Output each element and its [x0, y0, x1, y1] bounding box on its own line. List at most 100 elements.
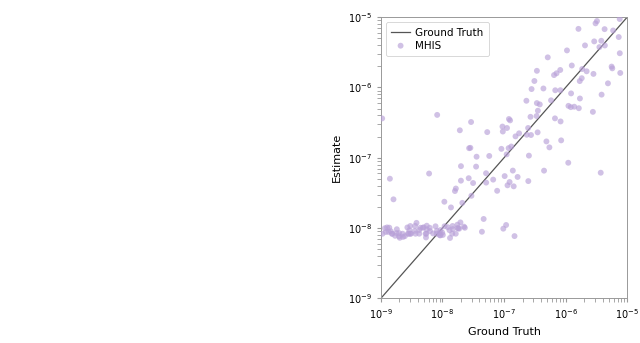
MHIS — [563, 160, 573, 165]
MHIS — [455, 220, 465, 225]
MHIS — [532, 130, 543, 135]
MHIS — [614, 16, 625, 22]
MHIS — [523, 125, 533, 131]
MHIS — [496, 146, 506, 152]
MHIS — [435, 233, 445, 238]
MHIS — [603, 81, 613, 86]
MHIS — [397, 231, 408, 236]
MHIS — [456, 163, 466, 169]
MHIS — [432, 112, 442, 118]
MHIS — [481, 170, 491, 176]
MHIS — [422, 227, 432, 232]
MHIS — [456, 178, 466, 184]
MHIS — [406, 231, 416, 236]
MHIS — [607, 64, 617, 69]
MHIS — [525, 114, 536, 120]
MHIS — [534, 102, 545, 107]
MHIS — [544, 145, 554, 150]
MHIS — [577, 75, 587, 81]
MHIS — [610, 0, 620, 3]
MHIS — [384, 225, 394, 230]
MHIS — [453, 226, 463, 231]
MHIS — [457, 200, 467, 205]
Ground Truth — [443, 222, 451, 226]
MHIS — [532, 108, 543, 114]
MHIS — [502, 125, 512, 131]
MHIS — [556, 119, 566, 124]
MHIS — [552, 71, 562, 76]
MHIS — [424, 171, 434, 176]
MHIS — [580, 43, 590, 48]
MHIS — [447, 226, 458, 232]
MHIS — [419, 225, 429, 230]
MHIS — [387, 231, 397, 236]
MHIS — [452, 225, 463, 231]
MHIS — [467, 193, 477, 199]
MHIS — [575, 96, 585, 101]
MHIS — [577, 66, 588, 72]
MHIS — [526, 132, 536, 138]
MHIS — [451, 231, 461, 236]
MHIS — [549, 72, 559, 78]
MHIS — [508, 168, 518, 173]
MHIS — [394, 230, 404, 236]
MHIS — [404, 231, 414, 236]
MHIS — [556, 87, 566, 93]
MHIS — [463, 176, 474, 181]
MHIS — [415, 225, 426, 230]
MHIS — [502, 152, 512, 157]
MHIS — [465, 145, 476, 151]
MHIS — [440, 224, 450, 229]
MHIS — [562, 48, 572, 53]
MHIS — [464, 145, 474, 151]
MHIS — [391, 230, 401, 236]
MHIS — [388, 197, 399, 202]
MHIS — [504, 179, 515, 185]
MHIS — [403, 225, 413, 230]
MHIS — [566, 104, 576, 110]
MHIS — [573, 26, 584, 32]
MHIS — [447, 231, 458, 236]
MHIS — [521, 98, 531, 104]
MHIS — [378, 231, 388, 236]
MHIS — [377, 116, 387, 121]
MHIS — [504, 116, 514, 122]
MHIS — [390, 233, 400, 238]
MHIS — [404, 228, 415, 233]
MHIS — [531, 113, 541, 119]
Ground Truth — [623, 15, 631, 19]
MHIS — [468, 180, 478, 186]
MHIS — [563, 103, 573, 109]
MHIS — [455, 128, 465, 133]
MHIS — [577, 10, 588, 15]
MHIS — [527, 86, 537, 92]
MHIS — [482, 129, 492, 135]
MHIS — [522, 132, 532, 138]
MHIS — [492, 188, 502, 193]
MHIS — [450, 188, 460, 194]
MHIS — [615, 70, 625, 76]
MHIS — [498, 226, 508, 232]
MHIS — [428, 231, 438, 236]
MHIS — [550, 116, 560, 121]
MHIS — [543, 55, 553, 60]
MHIS — [541, 139, 552, 144]
MHIS — [514, 131, 524, 136]
MHIS — [532, 100, 542, 106]
MHIS — [451, 186, 461, 191]
MHIS — [569, 104, 579, 109]
MHIS — [497, 124, 508, 129]
MHIS — [505, 118, 515, 123]
MHIS — [442, 224, 452, 230]
MHIS — [420, 231, 431, 236]
MHIS — [405, 223, 415, 229]
MHIS — [479, 216, 489, 222]
Ground Truth — [377, 296, 385, 300]
MHIS — [386, 228, 396, 234]
MHIS — [425, 225, 435, 230]
MHIS — [471, 164, 481, 169]
MHIS — [459, 224, 469, 229]
MHIS — [412, 220, 422, 226]
MHIS — [555, 67, 565, 73]
MHIS — [438, 232, 448, 238]
